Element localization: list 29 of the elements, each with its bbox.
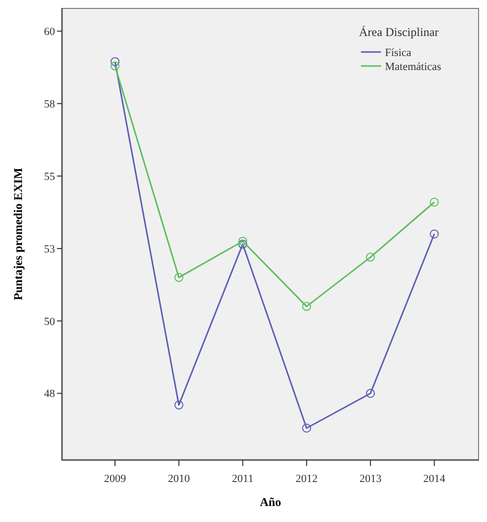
point <box>366 252 375 262</box>
x-axis-title: Año <box>260 495 282 509</box>
y-tick-label: 58 <box>44 98 56 110</box>
x-tick-label: 2012 <box>296 473 318 485</box>
point <box>238 240 248 249</box>
y-tick-label: 53 <box>44 243 56 256</box>
y-axis-title: Puntajes promedio EXIM <box>11 168 25 300</box>
y-tick-label: 50 <box>44 316 56 328</box>
legend-label: Matemáticas <box>385 60 442 73</box>
point <box>238 236 248 246</box>
x-tick-label: 2009 <box>104 473 127 485</box>
point <box>174 400 184 410</box>
point <box>366 388 375 398</box>
y-tick-label: 60 <box>44 26 56 38</box>
point <box>430 198 439 207</box>
x-tick-label: 2014 <box>423 473 446 485</box>
point <box>302 424 312 433</box>
point <box>430 230 439 238</box>
point <box>302 302 312 311</box>
x-tick-label: 2013 <box>359 473 382 485</box>
x-tick-label: 2011 <box>232 473 254 485</box>
y-tick-label: 55 <box>44 170 56 183</box>
legend-title: Área Disciplinar <box>359 25 439 39</box>
legend-label: Física <box>385 46 412 59</box>
point <box>110 57 120 66</box>
y-tick-label: 48 <box>44 388 56 400</box>
point <box>174 272 184 282</box>
x-tick-label: 2010 <box>168 473 190 485</box>
point <box>110 61 120 70</box>
